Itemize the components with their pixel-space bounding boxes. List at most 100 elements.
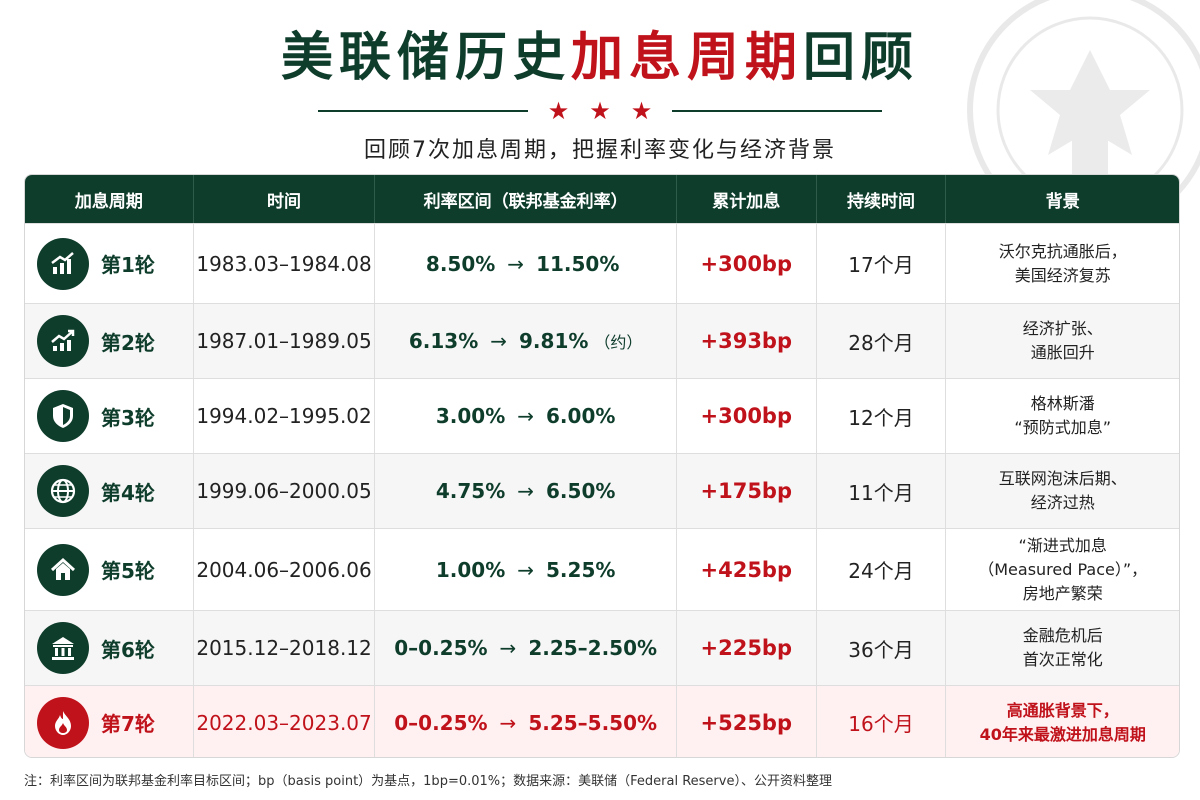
time-cell: 2022.03–2023.07	[194, 686, 376, 757]
title-part-2-highlight: 加息周期	[570, 28, 803, 88]
title-part-3: 回顾	[803, 28, 920, 88]
table-row: 第3轮 1994.02–1995.02 3.00% → 6.00% +300bp…	[25, 378, 1179, 453]
title-part-1: 美联储历史	[280, 28, 571, 88]
round-label: 第6轮	[101, 637, 155, 662]
range-cell: 1.00% → 5.25%	[375, 529, 677, 610]
total-hike-cell: +300bp	[677, 224, 817, 303]
time-cell: 1999.06–2000.05	[194, 454, 376, 528]
arrow-icon: →	[517, 557, 535, 582]
background-line-2: （Measured Pace）”，	[978, 559, 1148, 579]
background-cell: “渐进式加息 （Measured Pace）”， 房地产繁荣	[946, 529, 1179, 610]
duration-cell: 28个月	[817, 304, 947, 378]
arrow-icon: →	[517, 404, 535, 428]
page-title: 美联储历史加息周期回顾	[0, 26, 1200, 90]
round-label: 第1轮	[101, 253, 155, 277]
range-cell: 4.75% → 6.50%	[375, 454, 677, 528]
rate-approx: （约）	[594, 333, 643, 352]
background-line-1: 高通胀背景下，	[1006, 700, 1119, 720]
star-icon: ★	[547, 97, 570, 125]
table-row: 第4轮 1999.06–2000.05 4.75% → 6.50% +175bp…	[25, 453, 1179, 528]
round-cell: 第3轮	[25, 379, 194, 453]
background-cell: 格林斯潘 “预防式加息”	[946, 379, 1179, 453]
duration-cell: 12个月	[817, 379, 947, 453]
title-divider: ★ ★ ★	[0, 96, 1200, 126]
rate-hike-table: 加息周期 时间 利率区间（联邦基金利率） 累计加息 持续时间 背景 第1轮 19…	[24, 174, 1180, 758]
background-cell: 经济扩张、 通胀回升	[946, 304, 1179, 378]
arrow-icon: →	[507, 251, 525, 276]
background-line-2: 通胀回升	[1030, 343, 1095, 362]
range-cell: 3.00% → 6.00%	[375, 379, 677, 453]
range-cell: 8.50% → 11.50%	[375, 224, 677, 303]
round-cell: 第2轮	[25, 304, 194, 378]
rate-to: 6.00%	[546, 404, 616, 428]
duration-cell: 36个月	[817, 611, 947, 685]
background-cell: 互联网泡沫后期、 经济过热	[946, 454, 1179, 528]
table-row: 第6轮 2015.12–2018.12 0–0.25% → 2.25–2.50%…	[25, 610, 1179, 685]
duration-cell: 17个月	[817, 224, 947, 303]
divider-line-right	[672, 110, 883, 112]
background-cell: 金融危机后 首次正常化	[946, 611, 1179, 685]
background-line-2: 首次正常化	[1022, 650, 1103, 669]
background-line-1: 互联网泡沫后期、	[998, 469, 1127, 488]
round-label: 第4轮	[101, 480, 155, 505]
round-label: 第7轮	[101, 712, 155, 736]
trend-up-icon	[37, 315, 89, 367]
table-row-highlighted: 第7轮 2022.03–2023.07 0–0.25% → 5.25–5.50%…	[25, 685, 1179, 757]
star-icon: ★	[630, 97, 653, 125]
background-line-1: 格林斯潘	[1030, 394, 1095, 413]
background-cell: 高通胀背景下， 40年来最激进加息周期	[946, 686, 1179, 757]
header: 美联储历史加息周期回顾 ★ ★ ★ 回顾7次加息周期，把握利率变化与经济背景	[0, 0, 1200, 170]
growth-chart-icon	[37, 237, 89, 290]
time-cell: 1994.02–1995.02	[194, 379, 376, 453]
background-line-1: 沃尔克抗通胀后，	[998, 241, 1127, 261]
time-cell: 1983.03–1984.08	[194, 224, 376, 303]
rate-from: 6.13%	[408, 329, 479, 353]
round-label: 第2轮	[101, 330, 155, 355]
time-cell: 2004.06–2006.06	[194, 529, 376, 610]
rate-to: 5.25–5.50%	[528, 710, 658, 735]
background-line-2: “预防式加息”	[1014, 418, 1111, 437]
round-cell: 第6轮	[25, 611, 194, 685]
background-line-2: 经济过热	[1030, 493, 1095, 512]
header-cycle: 加息周期	[25, 175, 194, 223]
header-total: 累计加息	[677, 175, 817, 223]
background-cell: 沃尔克抗通胀后， 美国经济复苏	[946, 224, 1179, 303]
table-header: 加息周期 时间 利率区间（联邦基金利率） 累计加息 持续时间 背景	[25, 175, 1179, 223]
range-cell: 6.13% → 9.81% （约）	[375, 304, 677, 378]
table-row: 第1轮 1983.03–1984.08 8.50% → 11.50% +300b…	[25, 223, 1179, 303]
total-hike-cell: +393bp	[677, 304, 817, 378]
arrow-icon: →	[490, 329, 508, 353]
time-cell: 2015.12–2018.12	[194, 611, 376, 685]
duration-cell: 24个月	[817, 529, 947, 610]
divider-line-left	[317, 110, 528, 112]
duration-cell: 11个月	[817, 454, 947, 528]
round-cell: 第5轮	[25, 529, 194, 610]
rate-from: 8.50%	[425, 251, 496, 276]
time-cell: 1987.01–1989.05	[194, 304, 376, 378]
arrow-icon: →	[499, 710, 517, 735]
table-row: 第5轮 2004.06–2006.06 1.00% → 5.25% +425bp…	[25, 528, 1179, 610]
rate-from: 0–0.25%	[394, 710, 488, 735]
rate-from: 1.00%	[435, 557, 506, 582]
total-hike-cell: +525bp	[677, 686, 817, 757]
rate-to: 5.25%	[546, 557, 616, 582]
round-cell: 第1轮	[25, 224, 194, 303]
rate-to: 6.50%	[546, 479, 616, 503]
header-background: 背景	[1045, 191, 1080, 212]
bank-icon	[37, 622, 89, 674]
background-line-1: 经济扩张、	[1022, 319, 1103, 338]
background-line-2: 美国经济复苏	[1014, 265, 1111, 285]
round-label: 第5轮	[101, 559, 155, 583]
duration-cell: 16个月	[817, 686, 947, 757]
rate-to: 11.50%	[536, 251, 620, 276]
star-icon: ★	[589, 97, 611, 125]
round-label: 第3轮	[101, 405, 155, 430]
range-cell: 0–0.25% → 5.25–5.50%	[375, 686, 677, 757]
rate-to: 9.81%	[519, 329, 589, 353]
arrow-icon: →	[499, 636, 517, 660]
rate-from: 3.00%	[435, 404, 506, 428]
total-hike-cell: +300bp	[677, 379, 817, 453]
background-line-1: 金融危机后	[1022, 626, 1103, 645]
subtitle: 回顾7次加息周期，把握利率变化与经济背景	[364, 138, 836, 163]
total-hike-cell: +175bp	[677, 454, 817, 528]
